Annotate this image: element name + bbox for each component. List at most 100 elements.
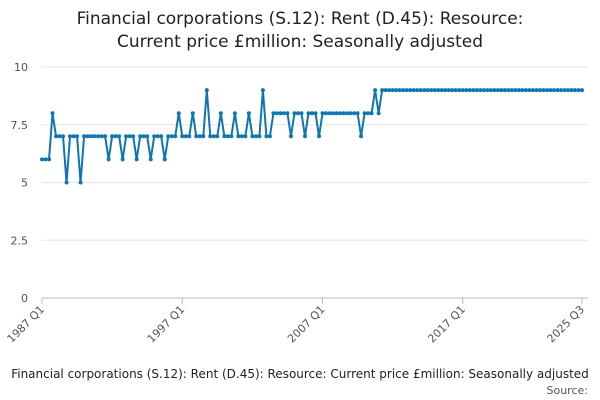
point bbox=[211, 134, 216, 139]
point bbox=[313, 111, 318, 116]
point bbox=[131, 134, 136, 139]
point bbox=[415, 88, 420, 93]
point bbox=[218, 111, 223, 116]
point bbox=[359, 134, 364, 139]
point bbox=[134, 157, 139, 162]
point bbox=[127, 134, 132, 139]
point bbox=[162, 157, 167, 162]
point bbox=[534, 88, 539, 93]
point bbox=[229, 134, 234, 139]
point bbox=[40, 157, 44, 162]
point bbox=[565, 88, 570, 93]
point bbox=[464, 88, 469, 93]
point bbox=[260, 88, 265, 93]
x-tick-label: 1997 Q1 bbox=[145, 303, 188, 346]
point bbox=[558, 88, 563, 93]
point bbox=[274, 111, 279, 116]
point bbox=[460, 88, 465, 93]
point bbox=[173, 134, 178, 139]
point bbox=[492, 88, 497, 93]
point bbox=[92, 134, 97, 139]
point bbox=[541, 88, 546, 93]
point bbox=[75, 134, 80, 139]
point bbox=[204, 88, 209, 93]
point bbox=[324, 111, 329, 116]
point bbox=[180, 134, 185, 139]
point bbox=[194, 134, 199, 139]
point bbox=[267, 134, 272, 139]
point bbox=[106, 157, 111, 162]
point bbox=[520, 88, 525, 93]
point bbox=[450, 88, 455, 93]
point bbox=[446, 88, 451, 93]
point bbox=[310, 111, 314, 116]
point bbox=[580, 88, 584, 93]
point bbox=[78, 180, 83, 185]
point bbox=[439, 88, 444, 93]
caption: Financial corporations (S.12): Rent (D.4… bbox=[11, 367, 589, 381]
point bbox=[236, 134, 241, 139]
point bbox=[474, 88, 479, 93]
point bbox=[302, 134, 307, 139]
point bbox=[397, 88, 402, 93]
point bbox=[271, 111, 276, 116]
point bbox=[145, 134, 150, 139]
y-tick-label: 2.5 bbox=[11, 234, 29, 247]
point bbox=[82, 134, 87, 139]
series-line bbox=[42, 89, 582, 183]
point bbox=[278, 111, 283, 116]
point bbox=[176, 111, 181, 116]
point bbox=[548, 88, 553, 93]
point bbox=[513, 88, 518, 93]
point bbox=[376, 111, 381, 116]
point bbox=[485, 88, 490, 93]
point bbox=[169, 134, 174, 139]
point bbox=[152, 134, 157, 139]
point bbox=[425, 88, 430, 93]
y-tick-label: 7.5 bbox=[11, 119, 29, 132]
x-tick-label: 1987 Q1 bbox=[5, 303, 48, 346]
point bbox=[103, 134, 108, 139]
point bbox=[527, 88, 532, 93]
point bbox=[404, 88, 409, 93]
chart-title: Current price £million: Seasonally adjus… bbox=[117, 32, 483, 52]
point bbox=[502, 88, 507, 93]
point bbox=[257, 134, 262, 139]
point bbox=[225, 134, 230, 139]
point bbox=[292, 111, 297, 116]
point bbox=[281, 111, 286, 116]
y-tick-label: 10 bbox=[14, 61, 28, 74]
point bbox=[138, 134, 143, 139]
point bbox=[155, 134, 160, 139]
point bbox=[443, 88, 448, 93]
x-tick-label: 2007 Q1 bbox=[285, 303, 328, 346]
point bbox=[64, 180, 69, 185]
point bbox=[436, 88, 441, 93]
point bbox=[246, 111, 251, 116]
point bbox=[124, 134, 129, 139]
chart-title: Financial corporations (S.12): Rent (D.4… bbox=[77, 9, 524, 29]
point bbox=[366, 111, 371, 116]
point bbox=[331, 111, 336, 116]
point bbox=[299, 111, 304, 116]
point bbox=[362, 111, 367, 116]
point bbox=[120, 157, 125, 162]
point bbox=[222, 134, 227, 139]
point bbox=[187, 134, 192, 139]
x-tick-label: 2017 Q1 bbox=[425, 303, 468, 346]
source: Source: bbox=[547, 384, 589, 397]
point bbox=[387, 88, 392, 93]
point bbox=[352, 111, 357, 116]
point bbox=[432, 88, 437, 93]
point bbox=[99, 134, 104, 139]
point bbox=[495, 88, 500, 93]
point bbox=[516, 88, 521, 93]
point bbox=[215, 134, 220, 139]
point bbox=[555, 88, 560, 93]
point bbox=[197, 134, 202, 139]
point bbox=[544, 88, 549, 93]
point bbox=[478, 88, 483, 93]
point bbox=[348, 111, 353, 116]
point bbox=[551, 88, 556, 93]
point bbox=[453, 88, 458, 93]
